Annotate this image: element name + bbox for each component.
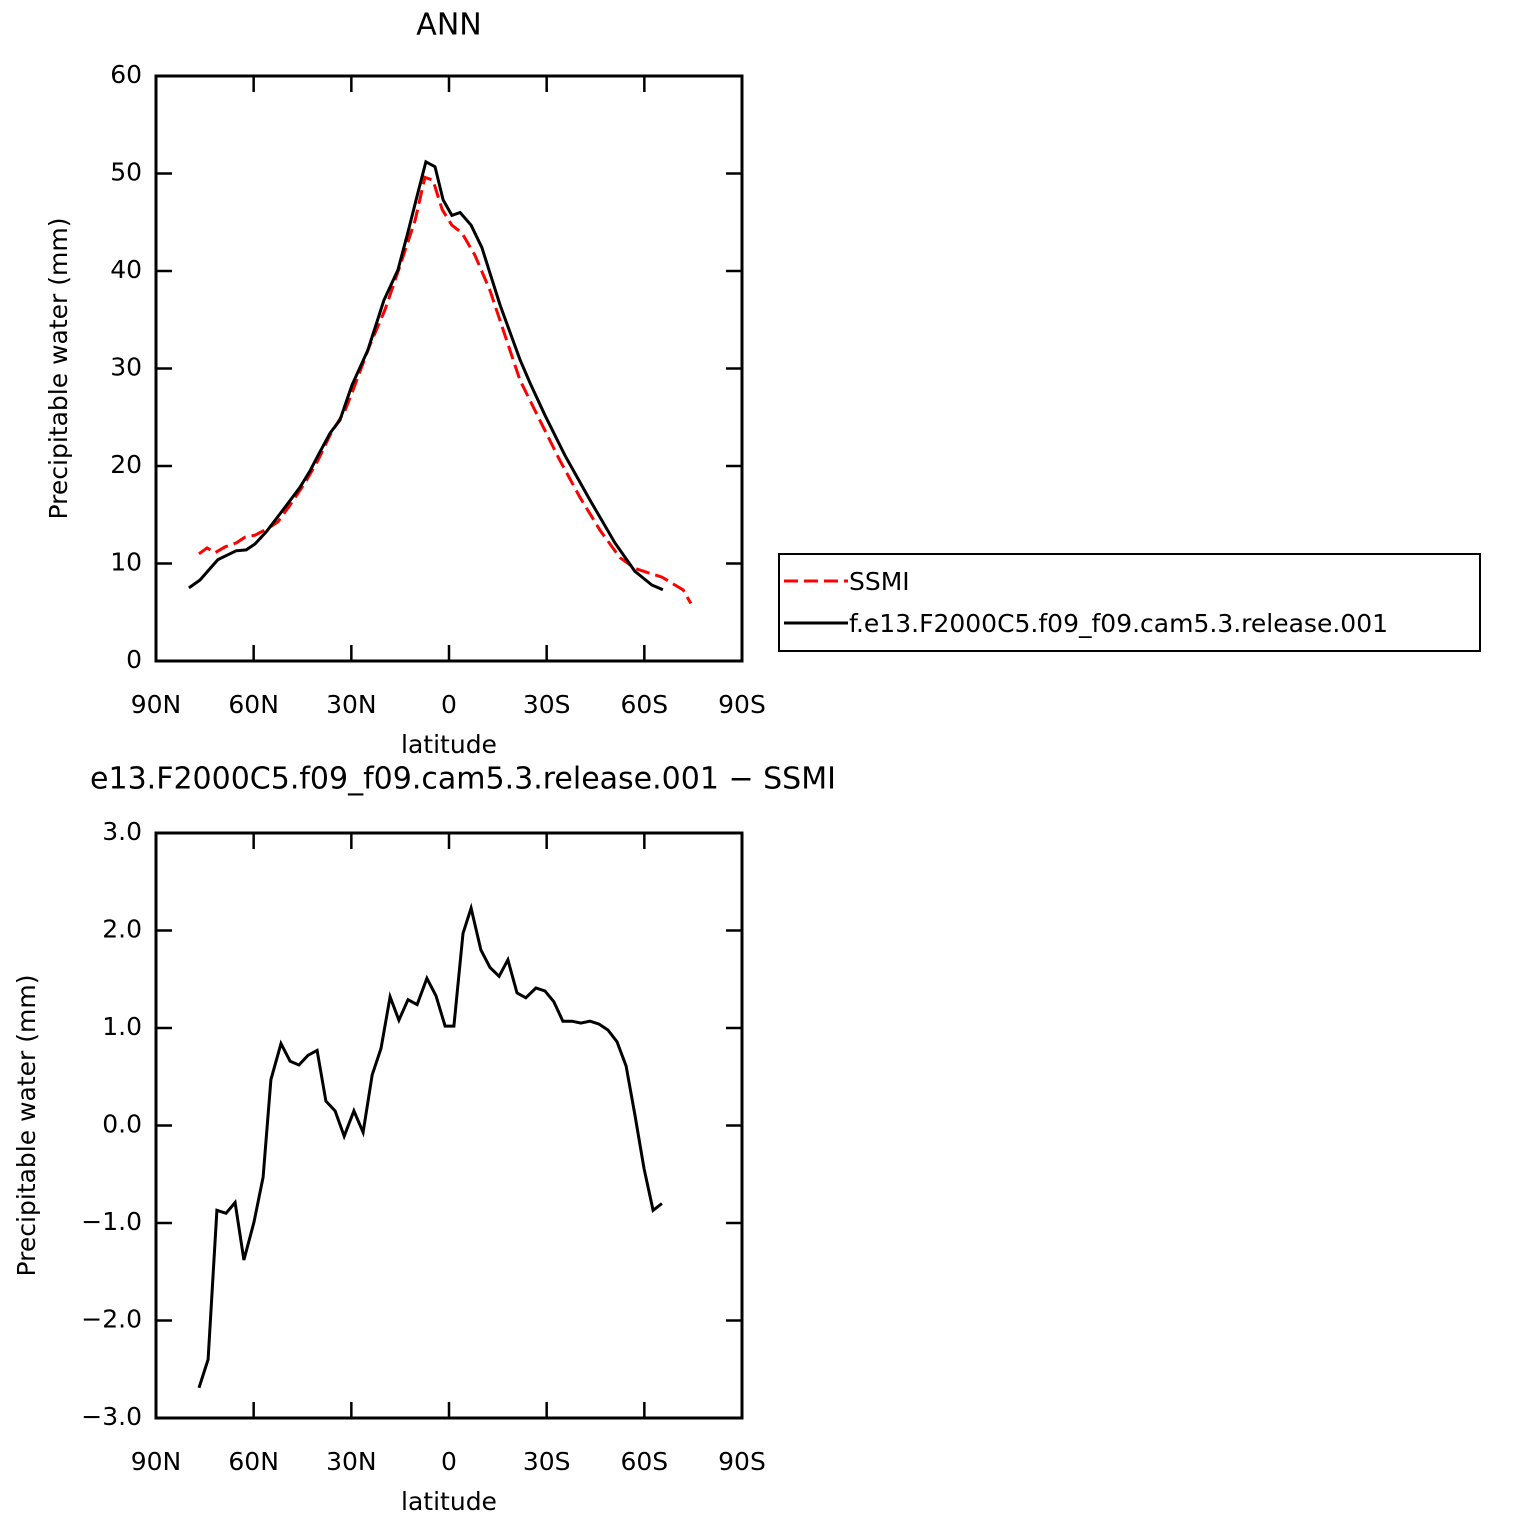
y-tick-label: 1.0 — [102, 1012, 142, 1041]
x-tick-label: 30N — [326, 1447, 377, 1476]
y-tick-label: 20 — [110, 450, 142, 479]
x-tick-label: 30N — [326, 690, 377, 719]
legend-box — [778, 553, 1481, 652]
x-tick-label: 60N — [228, 690, 279, 719]
y-tick-label: 2.0 — [102, 915, 142, 944]
x-tick-label: 30S — [523, 1447, 571, 1476]
x-tick-label: 90S — [718, 690, 766, 719]
y-tick-label: −3.0 — [81, 1402, 142, 1431]
x-tick-label: 0 — [441, 690, 457, 719]
x-tick-label: 30S — [523, 690, 571, 719]
y-tick-label: 0 — [126, 645, 142, 674]
chart-title: e13.F2000C5.f09_f09.cam5.3.release.001 −… — [90, 762, 836, 797]
y-tick-label: 3.0 — [102, 817, 142, 846]
x-tick-label: 0 — [441, 1447, 457, 1476]
x-tick-label: 90N — [131, 1447, 182, 1476]
y-tick-label: 30 — [110, 353, 142, 382]
data-line — [198, 175, 693, 605]
data-line — [188, 159, 664, 592]
y-axis-label: Precipitable water (mm) — [12, 975, 41, 1277]
y-tick-label: 50 — [110, 158, 142, 187]
x-axis-label: latitude — [401, 1487, 497, 1516]
y-tick-label: 10 — [110, 548, 142, 577]
x-tick-label: 90N — [131, 690, 182, 719]
plot-frame — [154, 74, 744, 663]
y-tick-label: −1.0 — [81, 1207, 142, 1236]
x-tick-label: 60S — [620, 690, 668, 719]
x-axis-label: latitude — [401, 730, 497, 759]
data-line — [197, 902, 663, 1389]
x-tick-label: 90S — [718, 1447, 766, 1476]
y-tick-label: 60 — [110, 60, 142, 89]
chart-title: ANN — [416, 8, 481, 43]
legend-label: SSMI — [849, 567, 910, 596]
x-tick-label: 60S — [620, 1447, 668, 1476]
plot-frame — [154, 831, 744, 1420]
legend-label: f.e13.F2000C5.f09_f09.cam5.3.release.001 — [849, 609, 1388, 638]
y-tick-label: 40 — [110, 255, 142, 284]
y-tick-label: −2.0 — [81, 1305, 142, 1334]
y-tick-label: 0.0 — [102, 1110, 142, 1139]
y-axis-label: Precipitable water (mm) — [44, 218, 73, 520]
x-tick-label: 60N — [228, 1447, 279, 1476]
